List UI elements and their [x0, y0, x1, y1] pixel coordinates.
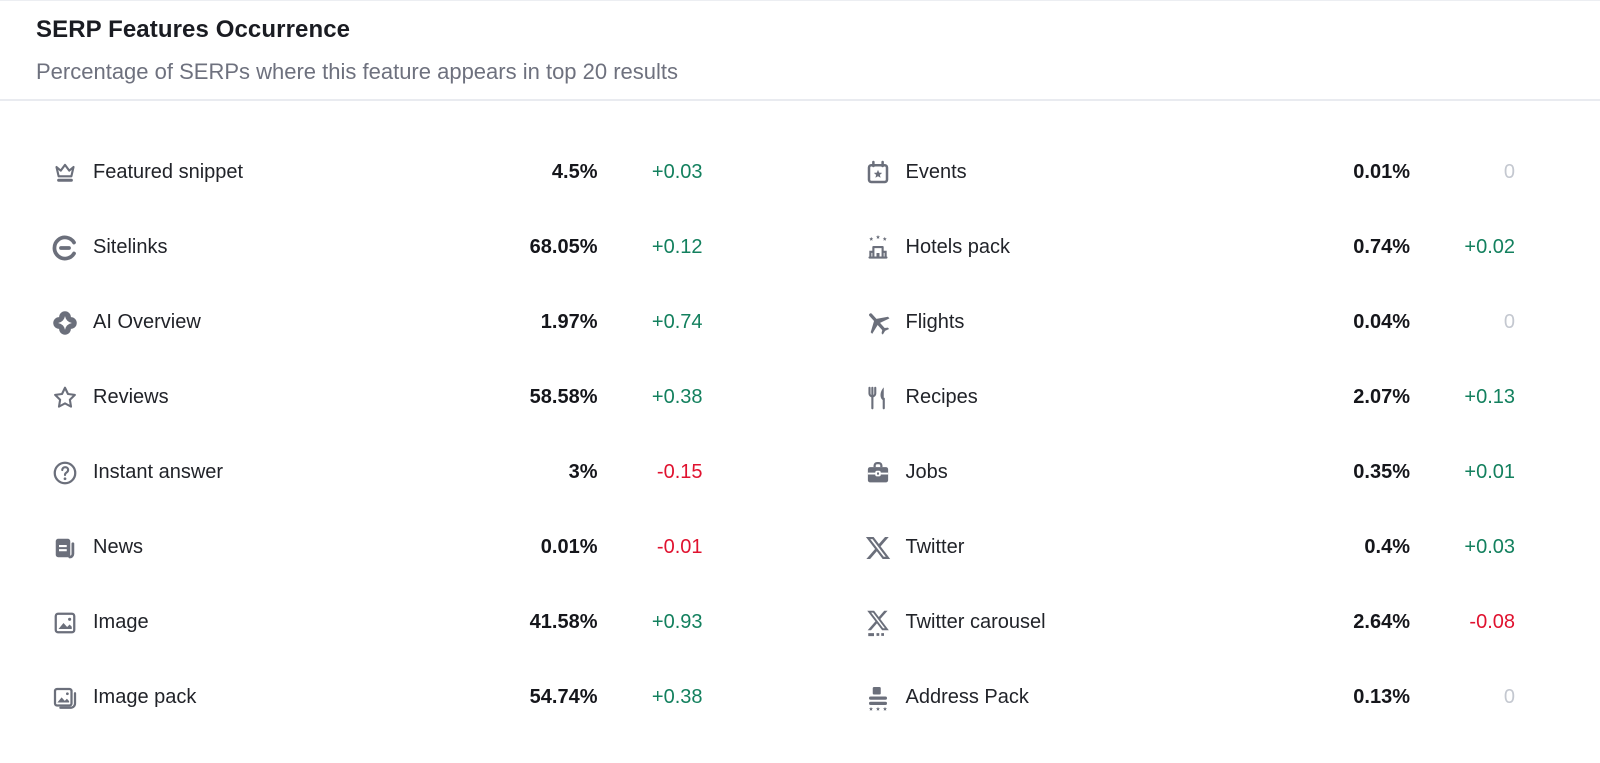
features-column-left: Featured snippet 4.5% +0.03 Sitelinks 68.05%…	[50, 135, 703, 735]
feature-value: 4.5%	[551, 161, 598, 183]
feature-value: 1.97%	[540, 311, 598, 333]
twitter-icon	[863, 533, 893, 563]
feature-row[interactable]: Featured snippet 4.5% +0.03	[50, 135, 703, 210]
feature-change: +0.13	[1464, 386, 1515, 408]
feature-label: Featured snippet	[93, 161, 244, 183]
feature-row[interactable]: AI Overview 1.97% +0.74	[50, 285, 703, 360]
features-grid: Featured snippet 4.5% +0.03 Sitelinks 68.05%…	[0, 101, 1600, 735]
feature-value: 2.64%	[1353, 611, 1410, 633]
feature-change: +0.03	[651, 161, 703, 183]
feature-label: Flights	[905, 311, 965, 333]
feature-label: Twitter carousel	[905, 611, 1046, 633]
feature-label: Reviews	[93, 386, 169, 408]
feature-row[interactable]: Reviews 58.58% +0.38	[50, 360, 703, 435]
crown-icon	[50, 158, 80, 188]
feature-row[interactable]: News 0.01% -0.01	[50, 510, 703, 585]
image-icon	[50, 608, 80, 638]
feature-row[interactable]: Address Pack 0.13% 0	[863, 660, 1515, 735]
feature-change: 0	[1503, 311, 1515, 333]
feature-value: 2.07%	[1353, 386, 1410, 408]
feature-value: 0.4%	[1364, 536, 1410, 558]
panel-title: SERP Features Occurrence	[36, 16, 351, 43]
feature-label: Hotels pack	[905, 236, 1011, 258]
feature-value: 0.35%	[1353, 461, 1410, 483]
feature-row[interactable]: Sitelinks 68.05% +0.12	[50, 210, 703, 285]
events-icon	[863, 158, 893, 188]
feature-value: 41.58%	[529, 611, 598, 633]
panel-header: SERP Features Occurrence Percentage of S…	[0, 1, 1600, 101]
feature-value: 68.05%	[529, 236, 598, 258]
hotels-pack-icon	[863, 233, 893, 263]
feature-row[interactable]: Twitter carousel 2.64% -0.08	[863, 585, 1515, 660]
feature-label: Image	[93, 611, 149, 633]
panel-subtitle: Percentage of SERPs where this feature a…	[36, 59, 679, 84]
recipes-icon	[863, 383, 893, 413]
sitelinks-icon	[50, 233, 80, 263]
feature-change: +0.38	[651, 686, 703, 708]
feature-change: -0.08	[1469, 611, 1515, 633]
feature-value: 58.58%	[529, 386, 598, 408]
feature-label: Instant answer	[93, 461, 224, 483]
feature-row[interactable]: Recipes 2.07% +0.13	[863, 360, 1515, 435]
address-pack-icon	[863, 683, 893, 713]
feature-change: +0.02	[1464, 236, 1515, 258]
feature-row[interactable]: Image 41.58% +0.93	[50, 585, 703, 660]
feature-value: 0.13%	[1353, 686, 1410, 708]
feature-change: +0.74	[651, 311, 703, 333]
feature-label: Recipes	[905, 386, 978, 408]
feature-row[interactable]: Twitter 0.4% +0.03	[863, 510, 1515, 585]
ai-overview-icon	[50, 308, 80, 338]
feature-row[interactable]: Instant answer 3% -0.15	[50, 435, 703, 510]
feature-row[interactable]: Hotels pack 0.74% +0.02	[863, 210, 1515, 285]
feature-label: News	[93, 536, 144, 558]
feature-value: 0.74%	[1353, 236, 1410, 258]
feature-change: +0.01	[1464, 461, 1515, 483]
feature-value: 0.04%	[1353, 311, 1410, 333]
news-icon	[50, 533, 80, 563]
feature-label: Address Pack	[905, 686, 1029, 708]
feature-change: +0.12	[651, 236, 703, 258]
feature-row[interactable]: Flights 0.04% 0	[863, 285, 1515, 360]
twitter-carousel-icon	[863, 608, 893, 638]
feature-label: Twitter	[905, 536, 965, 558]
feature-value: 0.01%	[540, 536, 598, 558]
question-bubble-icon	[50, 458, 80, 488]
features-column-right: Events 0.01% 0 Hotels pack 0.74% +0.02 Flights…	[863, 135, 1515, 735]
feature-change: 0	[1503, 686, 1515, 708]
feature-change: +0.03	[1464, 536, 1515, 558]
feature-change: +0.93	[651, 611, 703, 633]
feature-change: -0.15	[656, 461, 703, 483]
feature-row[interactable]: Image pack 54.74% +0.38	[50, 660, 703, 735]
image-pack-icon	[50, 683, 80, 713]
feature-value: 0.01%	[1353, 161, 1410, 183]
feature-row[interactable]: Events 0.01% 0	[863, 135, 1515, 210]
feature-label: Image pack	[93, 686, 197, 708]
feature-change: +0.38	[651, 386, 703, 408]
feature-value: 3%	[568, 461, 598, 483]
feature-change: -0.01	[656, 536, 703, 558]
jobs-icon	[863, 458, 893, 488]
feature-value: 54.74%	[529, 686, 598, 708]
feature-label: Jobs	[905, 461, 948, 483]
feature-label: AI Overview	[93, 311, 201, 333]
feature-change: 0	[1503, 161, 1515, 183]
flights-icon	[863, 308, 893, 338]
feature-label: Sitelinks	[93, 236, 168, 258]
star-icon	[50, 383, 80, 413]
feature-label: Events	[905, 161, 967, 183]
feature-row[interactable]: Jobs 0.35% +0.01	[863, 435, 1515, 510]
